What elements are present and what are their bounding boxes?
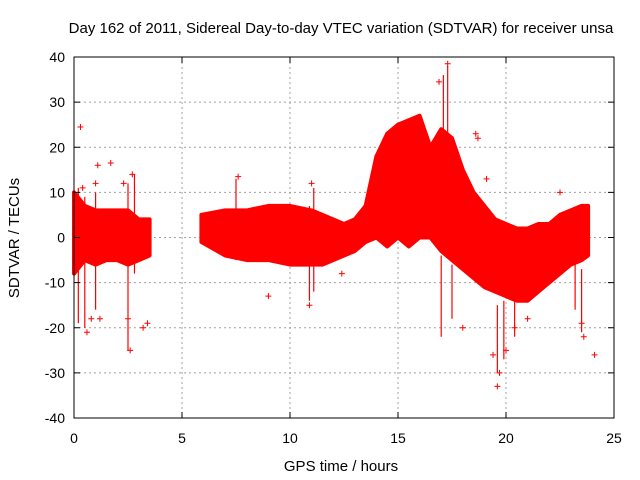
data-point bbox=[308, 180, 315, 187]
data-point bbox=[490, 351, 497, 358]
data-point bbox=[235, 173, 242, 180]
data-point bbox=[444, 60, 451, 67]
data-band bbox=[199, 113, 591, 303]
y-tick-label: 40 bbox=[49, 49, 65, 65]
data-point bbox=[459, 324, 466, 331]
data-point bbox=[96, 315, 103, 322]
data-point bbox=[494, 383, 501, 390]
data-series-sdtvar bbox=[72, 60, 598, 390]
grid-lines bbox=[74, 57, 614, 418]
data-point bbox=[83, 329, 90, 336]
chart-title: Day 162 of 2011, Sidereal Day-to-day VTE… bbox=[69, 20, 614, 37]
y-tick-label: 0 bbox=[57, 230, 65, 246]
data-point bbox=[557, 189, 563, 196]
data-point bbox=[79, 184, 86, 191]
data-point bbox=[591, 351, 598, 358]
x-tick-label: 25 bbox=[606, 430, 622, 446]
data-point bbox=[127, 347, 134, 354]
data-point bbox=[125, 315, 131, 322]
data-point bbox=[88, 315, 95, 322]
y-tick-label: 10 bbox=[49, 184, 65, 200]
data-point bbox=[580, 333, 587, 340]
data-point bbox=[511, 324, 518, 331]
y-tick-label: -20 bbox=[45, 320, 65, 336]
data-point bbox=[338, 270, 345, 277]
data-band bbox=[72, 190, 152, 276]
y-axis-label: SDTVAR / TECUs bbox=[6, 178, 23, 298]
data-point bbox=[107, 160, 114, 167]
data-point bbox=[265, 293, 272, 300]
y-tick-label: 20 bbox=[49, 139, 65, 155]
axis-ticks: 0 5 10 15 20 25 -40 -30 -20 -10 0 10 20 30 40 bbox=[45, 49, 622, 446]
x-tick-label: 0 bbox=[70, 430, 78, 446]
x-tick-label: 5 bbox=[178, 430, 186, 446]
y-tick-label: -30 bbox=[45, 365, 65, 381]
data-point bbox=[144, 320, 151, 327]
x-axis-label: GPS time / hours bbox=[284, 458, 398, 475]
data-point bbox=[94, 162, 101, 169]
data-point bbox=[140, 324, 147, 331]
data-point bbox=[578, 320, 585, 327]
data-point bbox=[120, 180, 127, 187]
data-point bbox=[503, 347, 509, 354]
data-point bbox=[436, 78, 443, 85]
data-point bbox=[496, 369, 503, 376]
data-point bbox=[129, 171, 136, 178]
y-tick-label: 30 bbox=[49, 94, 65, 110]
x-tick-label: 10 bbox=[282, 430, 298, 446]
y-tick-label: -40 bbox=[45, 410, 65, 426]
data-point bbox=[92, 180, 99, 187]
data-point bbox=[306, 302, 313, 309]
data-point bbox=[77, 123, 84, 130]
data-point bbox=[474, 135, 481, 142]
data-point bbox=[472, 130, 479, 137]
data-point bbox=[483, 175, 490, 182]
x-tick-label: 20 bbox=[498, 430, 514, 446]
x-tick-label: 15 bbox=[390, 430, 406, 446]
y-tick-label: -10 bbox=[45, 275, 65, 291]
data-point bbox=[524, 315, 531, 322]
